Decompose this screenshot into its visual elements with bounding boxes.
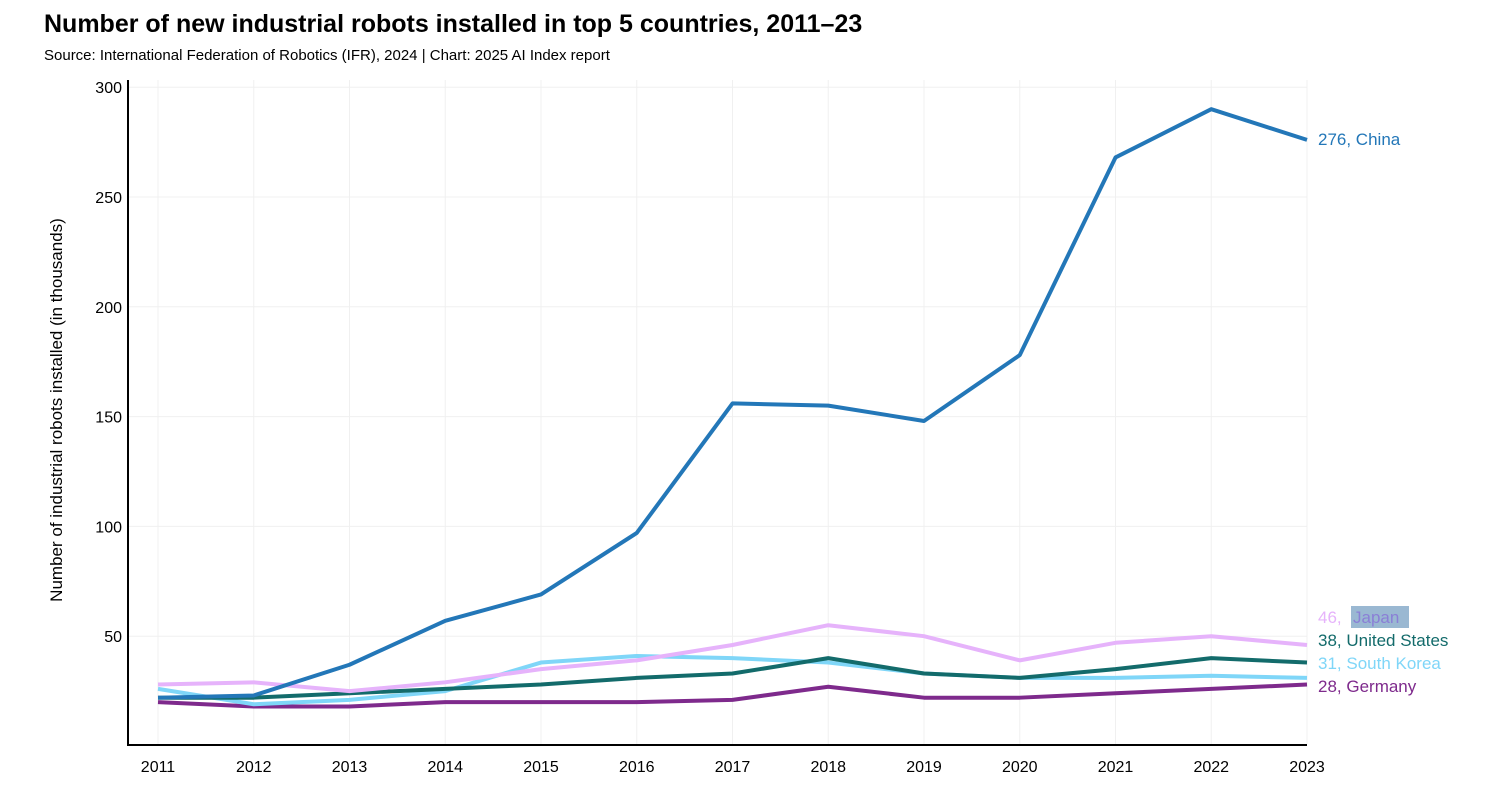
x-tick-label: 2018 [810,759,846,776]
x-tick-label: 2017 [715,759,751,776]
x-tick-label: 2012 [236,759,272,776]
chart-title: Number of new industrial robots installe… [44,10,863,38]
x-tick-label: 2022 [1193,759,1229,776]
series-line-china [157,107,1308,700]
x-tick-label: 2011 [141,759,176,776]
x-tick-label: 2020 [1002,759,1038,776]
end-label-china: 276, China [1318,130,1401,149]
x-tick-label: 2015 [523,759,559,776]
x-tick-label: 2019 [906,759,942,776]
series-line-germany [157,682,1308,709]
x-tick-label: 2016 [619,759,655,776]
end-label-south-korea: 31, South Korea [1318,654,1441,673]
x-tick-label: 2014 [427,759,463,776]
series-line-japan [157,623,1308,694]
end-label-germany: 28, Germany [1318,677,1417,696]
y-tick-label: 100 [95,519,122,536]
label-highlight [1351,606,1409,628]
x-tick-label: 2013 [332,759,368,776]
end-label-japan: 46, [1318,608,1342,627]
series-line-united-states [158,656,1308,700]
y-tick-label: 50 [104,629,122,646]
y-tick-label: 300 [95,80,122,97]
y-axis-label: Number of industrial robots installed (i… [47,218,66,602]
y-tick-label: 200 [95,300,122,317]
y-tick-label: 250 [95,190,122,207]
chart-subtitle: Source: International Federation of Robo… [44,47,610,64]
y-tick-label: 150 [95,410,122,427]
end-label-japan-name: Japan [1353,608,1399,627]
x-tick-label: 2021 [1098,759,1134,776]
series-line-south-korea [157,653,1308,707]
x-tick-label: 2023 [1289,759,1325,776]
end-label-united-states: 38, United States [1318,631,1448,650]
